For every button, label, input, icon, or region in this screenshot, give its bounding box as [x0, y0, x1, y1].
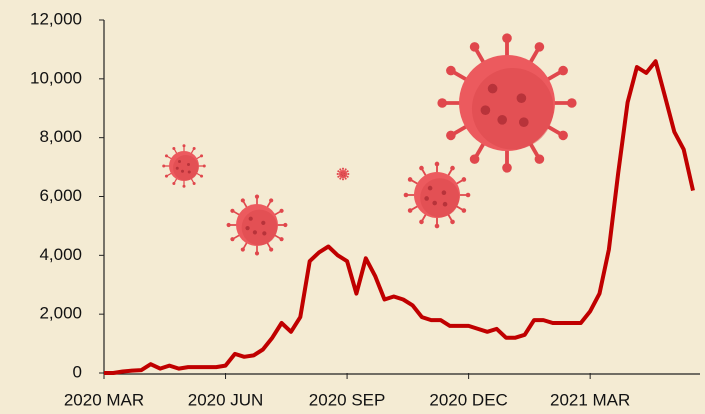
virus-spike-tip — [279, 209, 283, 213]
virus-spike-tip — [200, 175, 203, 178]
virus-spike-tip — [193, 147, 196, 150]
y-tick-label: 12,000 — [30, 9, 82, 28]
virus-dot — [341, 172, 342, 173]
virus-dot — [176, 167, 179, 170]
virus-dot — [344, 175, 345, 176]
virus-spike-tip — [230, 237, 234, 241]
virus-spike-tip — [339, 168, 341, 170]
virus-spike-tip — [172, 147, 175, 150]
virus-spike-tip — [165, 175, 168, 178]
virus-spike-tip — [462, 208, 467, 213]
virus-spike-tip — [450, 166, 455, 171]
virus-spike-tip — [183, 185, 186, 188]
virus-spike-tip — [535, 154, 545, 164]
virus-spike-tip — [342, 168, 344, 170]
virus-dot — [253, 230, 257, 234]
virus-spike-tip — [502, 33, 512, 43]
virus-dot — [344, 173, 345, 174]
virus-spike-tip — [435, 224, 440, 229]
x-tick-label: 2020 JUN — [188, 390, 264, 409]
virus-spike-tip — [404, 193, 409, 198]
virus-spike-tip — [446, 131, 456, 141]
virus-spike-tip — [269, 247, 273, 251]
virus-spike-tip — [558, 131, 568, 141]
virus-dot — [178, 160, 181, 163]
virus-spike-tip — [347, 170, 349, 172]
x-tick-label: 2020 DEC — [429, 390, 507, 409]
virus-dot — [262, 231, 266, 235]
virus-spike-tip — [227, 223, 231, 227]
x-tick-label: 2021 MAR — [550, 390, 630, 409]
virus-spike-tip — [339, 178, 341, 180]
virus-spike-tip — [408, 177, 413, 182]
background — [0, 0, 705, 414]
virus-dot — [249, 217, 253, 221]
virus-spike-tip — [567, 98, 577, 108]
virus-spike-tip — [255, 251, 259, 255]
virus-spike-tip — [241, 247, 245, 251]
y-tick-label: 0 — [73, 362, 82, 381]
virus-dot — [261, 221, 265, 225]
virus-spike-tip — [462, 177, 467, 182]
virus-spike-tip — [435, 162, 440, 167]
virus-dot — [481, 105, 491, 115]
virus-spike-tip — [230, 209, 234, 213]
virus-dot — [519, 117, 529, 127]
virus-dot — [181, 170, 184, 173]
y-tick-label: 4,000 — [39, 245, 82, 264]
virus-spike-tip — [437, 98, 447, 108]
virus-spike-tip — [450, 220, 455, 225]
virus-spike-tip — [502, 163, 512, 173]
virus-spike-tip — [165, 154, 168, 157]
y-tick-label: 8,000 — [39, 127, 82, 146]
y-tick-label: 2,000 — [39, 304, 82, 323]
virus-dot — [341, 174, 342, 175]
virus-spike-tip — [342, 178, 344, 180]
virus-dot — [428, 186, 433, 191]
virus-spike-tip — [183, 144, 186, 147]
virus-dot — [517, 93, 527, 103]
virus-dot — [245, 226, 249, 230]
virus-spike-tip — [347, 173, 349, 175]
virus-dot — [187, 163, 190, 166]
virus-spike-tip — [347, 176, 349, 178]
y-tick-label: 6,000 — [39, 186, 82, 205]
virus-spike-tip — [172, 182, 175, 185]
virus-dot — [443, 202, 448, 207]
x-tick-label: 2020 SEP — [309, 390, 386, 409]
virus-spike-tip — [345, 178, 347, 180]
virus-spike-tip — [269, 198, 273, 202]
virus-dot — [497, 115, 507, 125]
x-tick-label: 2020 MAR — [64, 390, 144, 409]
virus-spike-tip — [558, 66, 568, 76]
virus-spike-tip — [535, 42, 545, 52]
virus-dot — [188, 171, 191, 174]
virus-spike-tip — [255, 195, 259, 199]
virus-spike-tip — [345, 168, 347, 170]
virus-spike-tip — [241, 198, 245, 202]
virus-dot — [424, 196, 429, 201]
virus-spike-tip — [337, 176, 339, 178]
chart: 0 2,000 4,000 6,000 8,000 10,000 12,000 2020 MA… — [0, 0, 705, 414]
virus-spike-tip — [279, 237, 283, 241]
virus-spike-tip — [419, 220, 424, 225]
virus-spike-tip — [337, 173, 339, 175]
virus-spike-tip — [470, 42, 480, 52]
virus-spike-tip — [283, 223, 287, 227]
virus-dot — [488, 84, 498, 94]
virus-spike-tip — [470, 154, 480, 164]
virus-spike-tip — [466, 193, 471, 198]
virus-spike-tip — [419, 166, 424, 171]
virus-dot — [442, 190, 447, 195]
virus-spike-tip — [162, 165, 165, 168]
virus-spike-tip — [408, 208, 413, 213]
virus-spike-tip — [337, 170, 339, 172]
virus-spike-tip — [193, 182, 196, 185]
virus-spike-tip — [200, 154, 203, 157]
virus-dot — [432, 201, 437, 206]
virus-spike-tip — [446, 66, 456, 76]
virus-spike-tip — [203, 165, 206, 168]
virus-dot — [342, 175, 343, 176]
y-tick-label: 10,000 — [30, 68, 82, 87]
